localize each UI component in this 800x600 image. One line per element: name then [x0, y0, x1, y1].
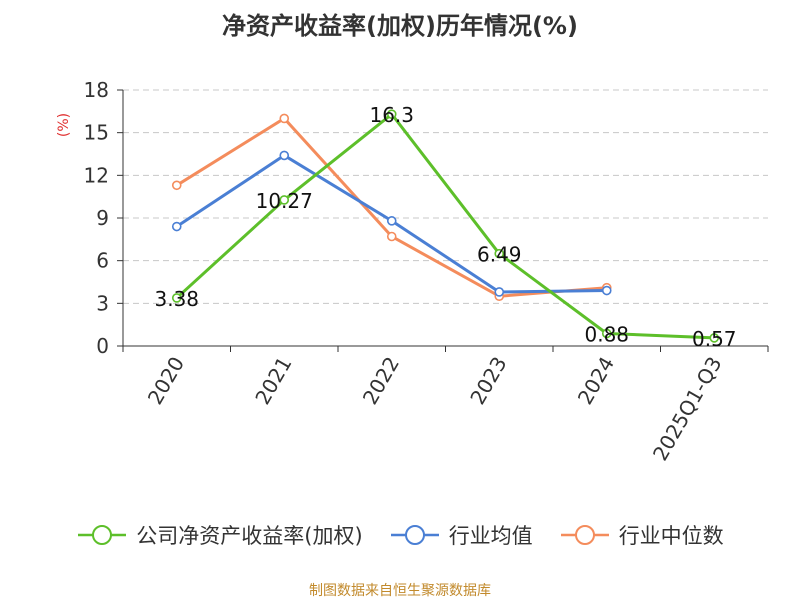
data-point	[601, 328, 612, 339]
y-tick-label: 12	[84, 163, 109, 187]
data-label: 3.38	[154, 287, 199, 311]
chart-title: 净资产收益率(加权)历年情况(%)	[222, 12, 578, 40]
legend-swatch-icon	[560, 525, 609, 545]
legend-swatch-marker	[92, 525, 113, 545]
series-lines	[171, 109, 720, 343]
legend-label: 行业均值	[448, 524, 533, 548]
x-tick-label: 2025Q1-Q3	[648, 353, 727, 465]
legend-item[interactable]: 行业均值	[389, 520, 533, 550]
data-point	[171, 293, 182, 303]
data-point	[279, 113, 290, 124]
y-tick-label: 0	[96, 334, 109, 358]
data-point	[171, 221, 182, 232]
legend-item[interactable]: 公司净资产收益率(加权)	[76, 520, 363, 550]
x-tick-label: 2023	[465, 353, 511, 409]
x-tick-label: 2024	[573, 353, 619, 409]
x-tick-label: 2020	[143, 353, 189, 409]
y-tick-label: 15	[84, 121, 109, 145]
x-tick-label: 2021	[250, 353, 296, 409]
legend-label: 行业中位数	[618, 524, 724, 548]
legend-swatch-marker	[404, 525, 425, 545]
data-point	[494, 248, 505, 259]
data-label: 0.88	[584, 322, 629, 346]
y-tick-label: 6	[96, 249, 109, 273]
data-point	[601, 285, 612, 296]
legend-label: 公司净资产收益率(加权)	[136, 524, 363, 548]
legend: 公司净资产收益率(加权) 行业均值 行业中位数	[0, 520, 800, 550]
data-point	[386, 109, 397, 119]
data-label: 10.27	[256, 189, 313, 213]
data-label: 16.3	[369, 103, 414, 127]
source-note: 制图数据来自恒生聚源数据库	[309, 583, 491, 599]
legend-item[interactable]: 行业中位数	[559, 520, 724, 550]
y-tick-label: 3	[96, 291, 109, 315]
y-tick-label: 18	[84, 78, 109, 102]
data-point	[386, 231, 397, 242]
y-axis-label: (%)	[56, 113, 72, 137]
data-point	[279, 195, 290, 205]
legend-swatch-marker	[574, 525, 595, 545]
legend-swatch-icon	[390, 525, 439, 545]
series-line	[175, 112, 715, 340]
y-tick-label: 9	[96, 206, 109, 230]
data-point	[386, 216, 397, 226]
data-point	[171, 180, 182, 191]
legend-swatch-icon	[78, 525, 127, 545]
data-point	[494, 287, 505, 297]
grid-lines	[123, 89, 768, 304]
x-tick-label: 2022	[358, 353, 404, 409]
series-line	[175, 116, 607, 298]
data-label: 6.49	[477, 243, 522, 267]
axes: 0 3 6 9 12 15 18 2020 2021 2022 2023 2024 2025Q1-Q3 (…	[56, 78, 769, 465]
data-point	[279, 150, 290, 161]
data-point	[709, 333, 720, 343]
data-labels: 3.38 10.27 16.3 6.49 0.88 0.57	[154, 103, 736, 351]
line-chart: 0 3 6 9 12 15 18 2020 2021 2022 2023 2024 2025Q1-Q3 (…	[56, 78, 769, 465]
data-label: 0.57	[692, 327, 737, 351]
